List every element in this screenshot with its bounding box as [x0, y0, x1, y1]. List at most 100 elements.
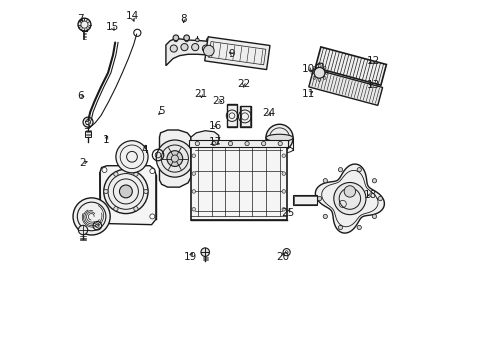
- Circle shape: [211, 141, 216, 146]
- Text: 16: 16: [208, 121, 222, 131]
- Bar: [85, 131, 91, 137]
- Circle shape: [356, 225, 361, 230]
- Bar: [292, 195, 317, 205]
- Text: 25: 25: [281, 208, 294, 218]
- Text: 15: 15: [105, 22, 119, 32]
- Circle shape: [282, 207, 285, 211]
- Circle shape: [183, 35, 189, 41]
- Circle shape: [143, 189, 148, 194]
- Ellipse shape: [265, 134, 292, 141]
- Circle shape: [174, 38, 177, 42]
- Polygon shape: [190, 131, 218, 175]
- Text: 18: 18: [363, 190, 376, 200]
- Circle shape: [78, 225, 87, 235]
- Circle shape: [323, 214, 327, 219]
- Circle shape: [134, 207, 138, 211]
- Circle shape: [103, 189, 108, 194]
- Circle shape: [73, 198, 110, 235]
- Circle shape: [116, 141, 148, 173]
- Circle shape: [282, 172, 285, 175]
- Circle shape: [156, 140, 193, 177]
- Circle shape: [170, 45, 177, 52]
- Circle shape: [114, 172, 118, 176]
- Circle shape: [203, 45, 214, 56]
- Text: 13: 13: [366, 80, 380, 90]
- Circle shape: [192, 190, 195, 193]
- Text: 2: 2: [80, 158, 86, 168]
- Circle shape: [377, 197, 382, 201]
- Text: 10: 10: [302, 64, 315, 73]
- Text: 14: 14: [125, 12, 138, 21]
- Circle shape: [173, 35, 179, 41]
- Circle shape: [78, 18, 91, 31]
- Circle shape: [166, 151, 183, 166]
- Circle shape: [371, 214, 376, 219]
- Circle shape: [356, 167, 361, 172]
- Text: 5: 5: [158, 107, 164, 116]
- Circle shape: [114, 207, 118, 211]
- Circle shape: [181, 44, 188, 51]
- Polygon shape: [226, 104, 237, 127]
- Circle shape: [195, 141, 199, 146]
- Circle shape: [102, 213, 107, 218]
- Text: 4: 4: [142, 145, 148, 155]
- Circle shape: [149, 168, 155, 174]
- Polygon shape: [100, 166, 156, 225]
- Text: 21: 21: [194, 89, 207, 99]
- Circle shape: [323, 179, 327, 183]
- Text: 20: 20: [276, 252, 289, 262]
- Text: 6: 6: [78, 91, 84, 101]
- Circle shape: [119, 185, 132, 198]
- Circle shape: [261, 141, 265, 146]
- Text: 3: 3: [83, 121, 90, 131]
- Circle shape: [134, 172, 138, 176]
- Text: 24: 24: [262, 108, 275, 118]
- Circle shape: [202, 45, 209, 52]
- Circle shape: [338, 225, 342, 230]
- Polygon shape: [315, 47, 386, 85]
- Text: 1: 1: [102, 135, 109, 145]
- Circle shape: [83, 117, 93, 127]
- Text: 22: 22: [237, 79, 250, 89]
- Circle shape: [149, 214, 155, 219]
- Text: 19: 19: [183, 252, 197, 262]
- Circle shape: [282, 154, 285, 157]
- Polygon shape: [159, 130, 190, 187]
- Text: 8: 8: [180, 14, 187, 24]
- Circle shape: [201, 248, 209, 256]
- Circle shape: [282, 190, 285, 193]
- Polygon shape: [315, 164, 384, 233]
- Circle shape: [265, 124, 292, 152]
- Circle shape: [313, 67, 324, 78]
- Circle shape: [184, 38, 188, 42]
- Circle shape: [193, 141, 216, 163]
- Circle shape: [333, 183, 365, 215]
- Circle shape: [244, 141, 249, 146]
- Text: 17: 17: [208, 138, 222, 148]
- Circle shape: [206, 38, 209, 42]
- Circle shape: [195, 38, 199, 42]
- Circle shape: [371, 179, 376, 183]
- Polygon shape: [204, 37, 269, 69]
- Bar: [293, 196, 316, 204]
- Circle shape: [191, 44, 198, 51]
- Polygon shape: [240, 106, 250, 127]
- Text: 23: 23: [212, 96, 225, 106]
- Circle shape: [192, 207, 195, 211]
- Text: 7: 7: [77, 14, 83, 23]
- Text: 12: 12: [366, 57, 379, 66]
- Polygon shape: [190, 141, 286, 220]
- Text: 11: 11: [302, 89, 315, 99]
- Circle shape: [228, 141, 232, 146]
- Circle shape: [103, 169, 148, 213]
- Circle shape: [192, 154, 195, 157]
- Circle shape: [338, 167, 342, 172]
- Polygon shape: [308, 69, 382, 105]
- Bar: [241, 107, 250, 126]
- Bar: [189, 140, 288, 147]
- Circle shape: [192, 172, 195, 175]
- Circle shape: [102, 167, 107, 172]
- Circle shape: [278, 141, 282, 146]
- Circle shape: [344, 186, 355, 197]
- Circle shape: [317, 197, 321, 201]
